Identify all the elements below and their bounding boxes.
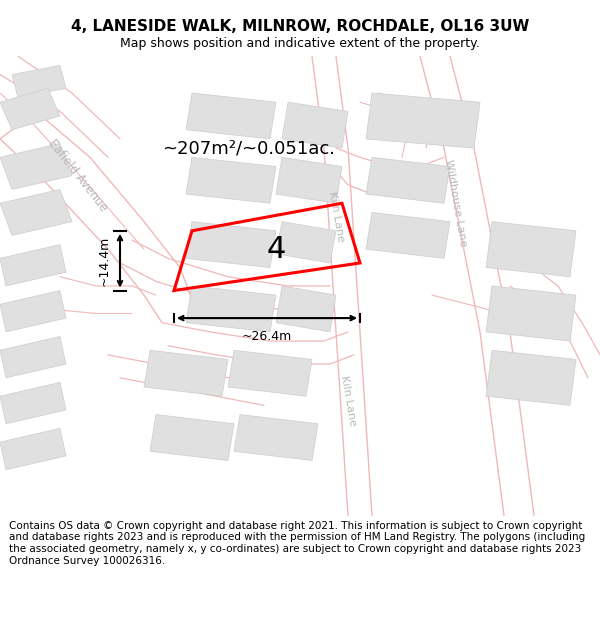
- Polygon shape: [12, 66, 66, 98]
- Polygon shape: [486, 350, 576, 406]
- Polygon shape: [486, 286, 576, 341]
- Text: 4, LANESIDE WALK, MILNROW, ROCHDALE, OL16 3UW: 4, LANESIDE WALK, MILNROW, ROCHDALE, OL1…: [71, 19, 529, 34]
- Polygon shape: [486, 222, 576, 277]
- Polygon shape: [366, 158, 450, 203]
- Polygon shape: [276, 286, 336, 332]
- Polygon shape: [366, 93, 480, 148]
- Polygon shape: [186, 158, 276, 203]
- Polygon shape: [0, 244, 66, 286]
- Polygon shape: [0, 428, 66, 470]
- Text: Kiln Lane: Kiln Lane: [338, 374, 358, 427]
- Text: ~14.4m: ~14.4m: [98, 236, 111, 286]
- Text: Kiln Lane: Kiln Lane: [326, 191, 346, 243]
- Polygon shape: [0, 382, 66, 424]
- Polygon shape: [276, 158, 342, 203]
- Polygon shape: [0, 189, 72, 236]
- Polygon shape: [282, 102, 348, 148]
- Text: Contains OS data © Crown copyright and database right 2021. This information is : Contains OS data © Crown copyright and d…: [9, 521, 585, 566]
- Text: Map shows position and indicative extent of the property.: Map shows position and indicative extent…: [120, 38, 480, 50]
- Polygon shape: [186, 93, 276, 139]
- Polygon shape: [150, 414, 234, 461]
- Text: 4: 4: [266, 234, 286, 264]
- Polygon shape: [186, 286, 276, 332]
- Text: Wildhouse Lane: Wildhouse Lane: [443, 159, 469, 248]
- Polygon shape: [0, 291, 66, 332]
- Polygon shape: [144, 350, 228, 396]
- Polygon shape: [186, 222, 276, 268]
- Polygon shape: [366, 213, 450, 258]
- Text: Eafield Avenue: Eafield Avenue: [46, 137, 110, 214]
- Polygon shape: [276, 222, 336, 263]
- Polygon shape: [0, 88, 60, 130]
- Polygon shape: [0, 144, 72, 189]
- Polygon shape: [228, 350, 312, 396]
- Polygon shape: [234, 414, 318, 461]
- Polygon shape: [0, 336, 66, 377]
- Text: ~207m²/~0.051ac.: ~207m²/~0.051ac.: [162, 139, 335, 157]
- Text: ~26.4m: ~26.4m: [242, 329, 292, 342]
